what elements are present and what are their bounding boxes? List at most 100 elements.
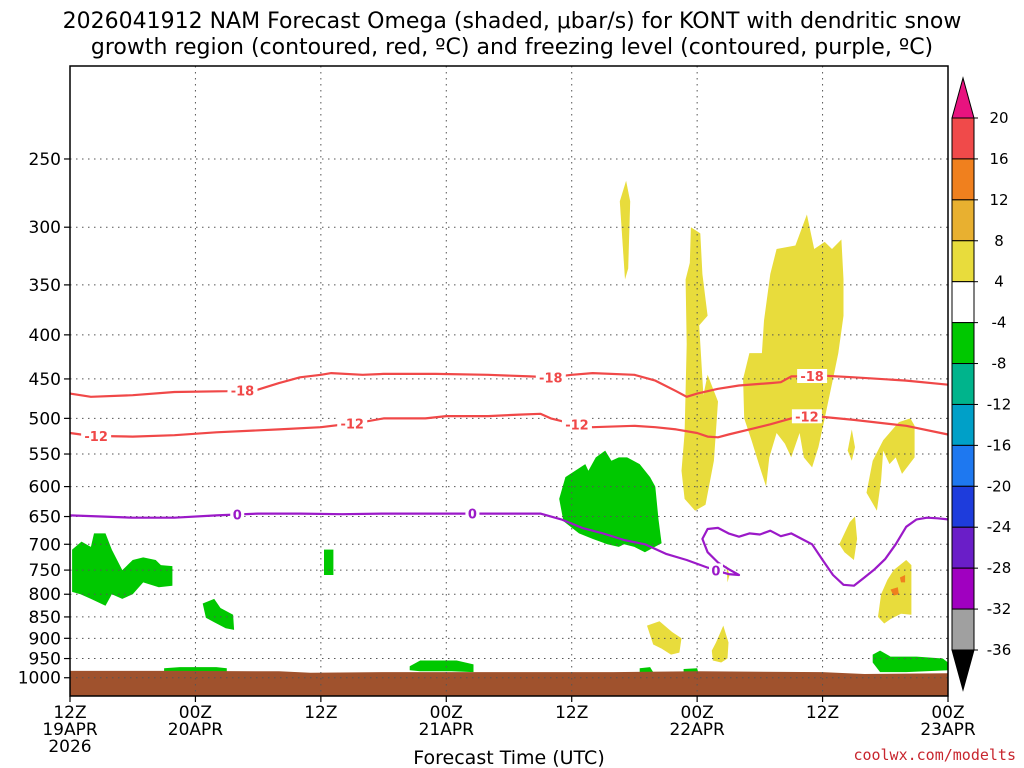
colorbar-bin — [951, 158, 975, 201]
contour-label-bg — [791, 409, 822, 424]
y-tick-label: 850 — [29, 608, 61, 628]
y-tick-label: 650 — [29, 508, 61, 528]
omega-region-8 — [899, 575, 906, 583]
x-tick-label: 22APR — [669, 720, 725, 740]
colorbar-bin — [951, 199, 975, 242]
contour-label-bg — [227, 383, 258, 398]
x-tick-label: 2026 — [48, 737, 91, 757]
y-axis-ticks: 2503003504004505005506006507007508008509… — [18, 150, 70, 689]
colorbar-bin — [951, 526, 975, 569]
contour-label--12: -12 — [84, 430, 108, 445]
colorbar-label: 4 — [994, 273, 1004, 291]
omega-region-13 — [324, 549, 334, 575]
y-tick-label: 950 — [29, 650, 61, 670]
omega-region-18 — [164, 667, 227, 673]
colorbar-bin — [951, 485, 975, 528]
contour-line--18 — [69, 372, 949, 398]
colorbar: 20 16 12 8 4 -4 -8 -12 -16 -20 -24 -28 -32 -36 — [951, 76, 1012, 692]
contour-label-bg — [337, 416, 368, 431]
colorbar-label: -8 — [992, 355, 1007, 373]
colorbar-label: -16 — [987, 436, 1012, 454]
omega-region-4 — [866, 418, 915, 511]
y-tick-label: 1000 — [18, 669, 61, 689]
contour-label-0: 0 — [711, 564, 720, 579]
y-tick-label: 800 — [29, 585, 61, 605]
colorbar-bin — [951, 363, 975, 405]
x-tick-label: 21APR — [419, 720, 475, 740]
omega-region-5 — [839, 516, 858, 560]
x-tick-label: 00Z — [681, 703, 714, 723]
contour-label--12: -12 — [565, 418, 589, 433]
x-tick-label: 12Z — [53, 703, 86, 723]
x-tick-label: 12Z — [555, 703, 588, 723]
colorbar-bottom-arrow — [951, 649, 975, 692]
plot-frame — [69, 65, 949, 697]
omega-region-19 — [639, 667, 654, 673]
contour-label-bg — [797, 369, 828, 384]
colorbar-label: 12 — [989, 191, 1008, 209]
omega-region-12 — [72, 533, 173, 606]
y-tick-label: 300 — [29, 218, 61, 238]
chart-title-line2: growth region (contoured, red, ºC) and f… — [90, 35, 934, 60]
colorbar-label: -12 — [987, 395, 1012, 413]
y-tick-label: 400 — [29, 326, 61, 346]
y-tick-label: 600 — [29, 478, 61, 498]
contour-label--18: -18 — [231, 384, 255, 399]
contour-lines: -18 -18 -18 -12 -12 -12 -12 0 0 0 — [69, 369, 949, 587]
x-tick-label: 12Z — [806, 703, 839, 723]
contour-line-0 — [69, 512, 949, 587]
y-tick-label: 250 — [29, 150, 61, 170]
grid-lines — [69, 66, 949, 696]
colorbar-label: -28 — [987, 559, 1012, 577]
chart-title-line1: 2026041912 NAM Forecast Omega (shaded, μ… — [62, 9, 962, 34]
colorbar-bin — [951, 117, 975, 160]
x-tick-label: 00Z — [179, 703, 212, 723]
colorbar-bin — [951, 608, 975, 651]
colorbar-bin — [951, 281, 975, 324]
x-tick-label: 20APR — [168, 720, 224, 740]
contour-label-0: 0 — [468, 508, 477, 523]
colorbar-label: -4 — [992, 314, 1007, 332]
contour-label-0: 0 — [233, 509, 242, 524]
contour-label-bg — [535, 370, 566, 385]
y-tick-label: 350 — [29, 276, 61, 296]
omega-region-14 — [202, 598, 235, 630]
contour-label--18: -18 — [800, 370, 824, 385]
omega-region-7 — [890, 587, 899, 596]
colorbar-bin — [951, 567, 975, 610]
y-tick-label: 900 — [29, 629, 61, 649]
credit-text: coolwx.com/modelts — [853, 746, 1016, 764]
colorbar-label: -36 — [987, 641, 1012, 659]
colorbar-bin — [951, 322, 975, 365]
colorbar-label: 8 — [994, 232, 1004, 250]
y-tick-label: 550 — [29, 445, 61, 465]
ground-terrain — [70, 670, 948, 696]
contour-label--12: -12 — [795, 410, 819, 425]
omega-region-3 — [847, 429, 855, 461]
colorbar-label: 16 — [989, 150, 1008, 168]
omega-region-2 — [743, 214, 844, 487]
x-tick-label: 19APR — [42, 720, 98, 740]
x-tick-label: 23APR — [920, 720, 976, 740]
x-tick-label: 00Z — [931, 703, 964, 723]
contour-label-bg — [561, 417, 592, 432]
omega-region-17 — [409, 660, 474, 673]
colorbar-bin — [951, 444, 975, 487]
y-tick-label: 450 — [29, 370, 61, 390]
x-tick-label: 00Z — [430, 703, 463, 723]
y-tick-label: 750 — [29, 561, 61, 581]
contour-label-bg — [81, 428, 112, 443]
colorbar-bin — [951, 403, 975, 446]
omega-region-10 — [711, 625, 729, 663]
colorbar-label: -24 — [987, 518, 1012, 536]
contour-label--12: -12 — [340, 417, 364, 432]
omega-region-20 — [683, 668, 699, 673]
omega-region-0 — [619, 180, 631, 280]
omega-region-15 — [559, 450, 662, 553]
omega-shading — [72, 180, 948, 673]
colorbar-label: -20 — [987, 477, 1012, 495]
contour-label--18: -18 — [539, 371, 563, 386]
contour-label-bg — [708, 563, 723, 578]
